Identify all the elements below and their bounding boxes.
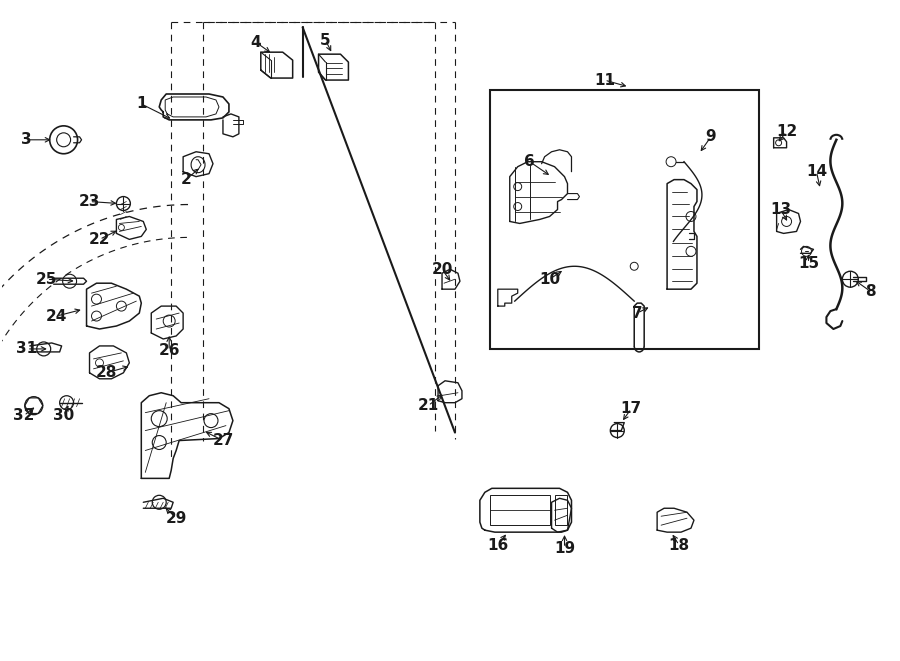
Text: 10: 10 — [539, 272, 560, 287]
Circle shape — [630, 262, 638, 270]
Text: 19: 19 — [554, 541, 575, 556]
Text: 15: 15 — [798, 256, 819, 271]
Text: 14: 14 — [806, 164, 827, 179]
Text: 24: 24 — [46, 309, 68, 324]
Text: 23: 23 — [79, 194, 100, 209]
Text: 3: 3 — [22, 132, 32, 147]
Text: 21: 21 — [418, 398, 438, 413]
Text: 30: 30 — [53, 408, 75, 423]
Text: 4: 4 — [250, 35, 261, 50]
Text: 18: 18 — [669, 537, 689, 553]
Text: 27: 27 — [212, 433, 234, 448]
Text: 25: 25 — [36, 272, 58, 287]
Text: 29: 29 — [166, 511, 187, 525]
Text: 1: 1 — [136, 97, 147, 112]
Text: 13: 13 — [770, 202, 791, 217]
Text: 20: 20 — [431, 262, 453, 277]
Text: 2: 2 — [181, 172, 192, 187]
Text: 22: 22 — [89, 232, 110, 247]
Bar — [554, 495, 566, 525]
Text: 9: 9 — [706, 130, 716, 144]
Text: 5: 5 — [320, 33, 331, 48]
Text: 16: 16 — [487, 537, 508, 553]
Text: 6: 6 — [525, 154, 535, 169]
Text: 17: 17 — [621, 401, 642, 416]
Text: 7: 7 — [632, 305, 643, 321]
Text: 8: 8 — [865, 284, 876, 299]
Text: 31: 31 — [16, 342, 37, 356]
Text: 28: 28 — [95, 366, 117, 380]
Text: 11: 11 — [594, 73, 615, 87]
Text: 32: 32 — [14, 408, 34, 423]
Text: 26: 26 — [158, 344, 180, 358]
Text: 12: 12 — [776, 124, 797, 139]
Bar — [490, 495, 550, 525]
Bar — [490, 90, 759, 349]
Circle shape — [776, 140, 781, 146]
Circle shape — [666, 157, 676, 167]
